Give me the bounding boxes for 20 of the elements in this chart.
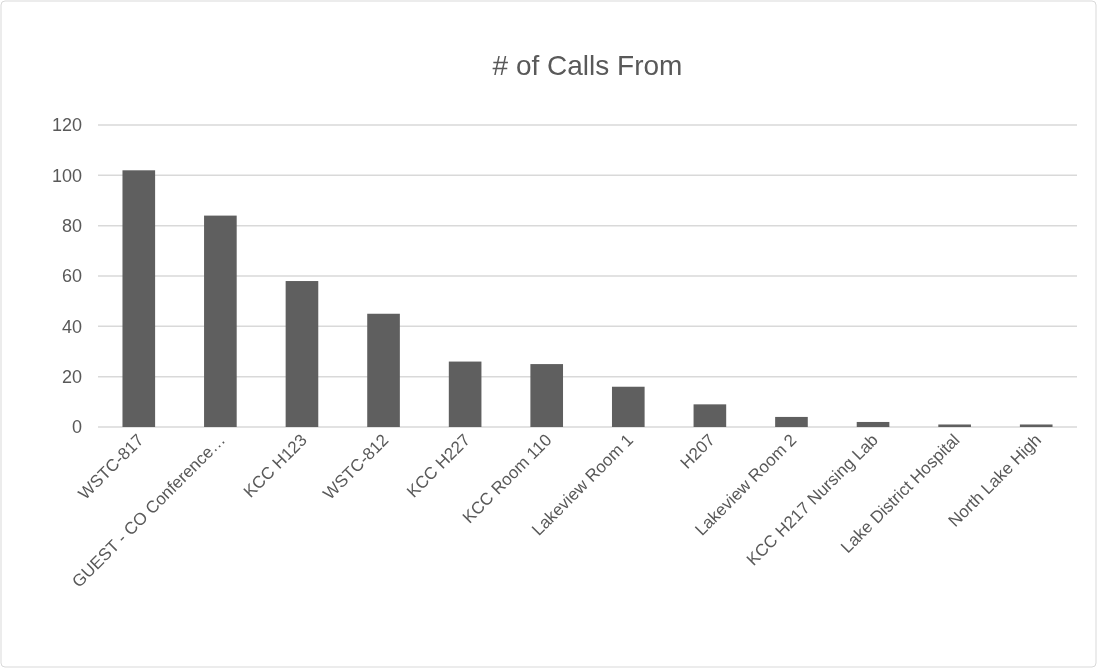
bar	[938, 424, 971, 427]
bar	[204, 215, 237, 427]
chart-title: # of Calls From	[492, 50, 683, 81]
bar	[1019, 424, 1053, 427]
y-tick-label: 20	[61, 366, 82, 387]
bar	[367, 313, 400, 427]
bar	[775, 416, 808, 427]
y-tick-label: 60	[61, 266, 82, 287]
bar	[448, 361, 482, 427]
y-tick-label: 80	[61, 215, 82, 236]
bar	[530, 364, 564, 427]
bar	[611, 386, 645, 427]
y-tick-label: 0	[71, 417, 82, 438]
y-tick-label: 100	[51, 165, 82, 186]
bar	[693, 404, 727, 427]
y-tick-label: 120	[51, 115, 82, 136]
bar	[856, 421, 890, 427]
bar	[285, 281, 319, 427]
y-tick-label: 40	[61, 316, 82, 337]
bar	[122, 170, 156, 427]
